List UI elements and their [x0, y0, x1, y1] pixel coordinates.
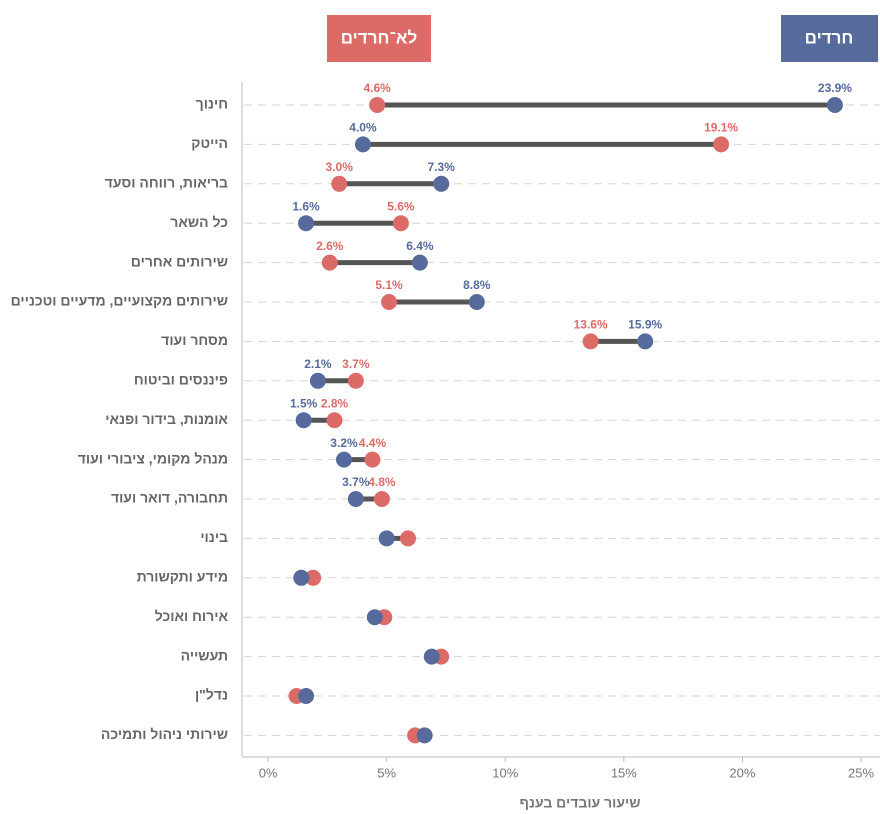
dot [416, 727, 433, 744]
dot [423, 648, 440, 665]
value-label: 2.8% [321, 396, 349, 410]
category-label: נדל"ן [195, 687, 228, 703]
dot [637, 333, 654, 350]
value-label: 1.6% [292, 199, 320, 213]
dot [298, 688, 315, 704]
value-label: 5.6% [387, 199, 415, 213]
dot [713, 136, 730, 153]
dot [347, 491, 364, 507]
dot [305, 569, 322, 586]
dot [354, 136, 371, 153]
value-label: 3.2% [330, 436, 358, 450]
x-tick-label: 5% [377, 765, 396, 780]
dot [468, 294, 485, 310]
dot [309, 372, 326, 389]
value-label: 4.4% [359, 436, 387, 450]
value-label: 3.0% [326, 160, 354, 174]
value-label: 2.1% [304, 357, 332, 371]
dot [321, 254, 338, 271]
dot [411, 254, 428, 271]
dot [364, 451, 381, 468]
category-label: שירותים מקצועיים, מדעיים וטכניים [11, 293, 228, 309]
dot [826, 97, 843, 113]
dot [366, 609, 383, 626]
value-label: 1.5% [290, 396, 318, 410]
dot [392, 215, 409, 232]
value-label: 23.9% [818, 81, 852, 95]
dot [298, 215, 315, 232]
value-label: 3.7% [342, 357, 370, 371]
value-label: 15.9% [628, 318, 662, 332]
value-label: 6.4% [406, 239, 434, 253]
value-label: 5.1% [375, 278, 403, 292]
category-label: שירותי ניהול ותמיכה [101, 726, 228, 742]
value-label: 4.8% [368, 475, 396, 489]
category-label: מנהל מקומי, ציבורי ועוד [78, 450, 228, 466]
value-label: 4.0% [349, 121, 377, 135]
category-label: בריאות, רווחה וסעד [105, 175, 228, 191]
dot [295, 412, 312, 429]
category-label: כל השאר [170, 214, 228, 230]
dot [347, 372, 364, 389]
legend-label: לא־חרדים [341, 28, 417, 47]
dot [381, 294, 398, 310]
category-label: מסחר ועוד [161, 332, 228, 348]
x-tick-label: 20% [729, 765, 755, 780]
category-label: פיננסים וביטוח [134, 372, 228, 388]
category-label: אירוח ואוכל [155, 608, 229, 624]
category-label: מידע ותקשורת [137, 569, 228, 585]
dot [378, 530, 395, 547]
category-label: בינוי [200, 529, 228, 545]
dot [331, 175, 348, 192]
dot [400, 530, 417, 547]
dot [582, 333, 599, 350]
category-label: חינוך [196, 96, 228, 112]
x-tick-label: 0% [259, 765, 278, 780]
category-label: שירותים אחרים [131, 253, 228, 269]
category-label: הייטק [191, 135, 228, 151]
legend-label: חרדים [805, 28, 854, 47]
value-label: 7.3% [428, 160, 456, 174]
category-label: אומנות, בידור ופנאי [105, 411, 228, 427]
dot [335, 451, 352, 468]
legend-box [781, 15, 878, 62]
x-axis-label: שיעור עובדים בענף [519, 795, 640, 811]
dot [373, 491, 390, 507]
value-label: 8.8% [463, 278, 491, 292]
dot [433, 175, 450, 192]
category-label: תעשייה [181, 647, 228, 663]
legend-box [327, 15, 431, 62]
x-tick-label: 10% [492, 765, 518, 780]
value-label: 13.6% [574, 318, 608, 332]
x-tick-label: 25% [848, 765, 874, 780]
dot [369, 97, 386, 113]
dot [326, 412, 343, 429]
value-label: 3.7% [342, 475, 370, 489]
category-label: תחבורה, דואר ועוד [111, 490, 228, 506]
value-label: 2.6% [316, 239, 344, 253]
x-tick-label: 15% [611, 765, 637, 780]
value-label: 4.6% [364, 81, 392, 95]
value-label: 19.1% [704, 121, 738, 135]
dot [293, 569, 310, 586]
